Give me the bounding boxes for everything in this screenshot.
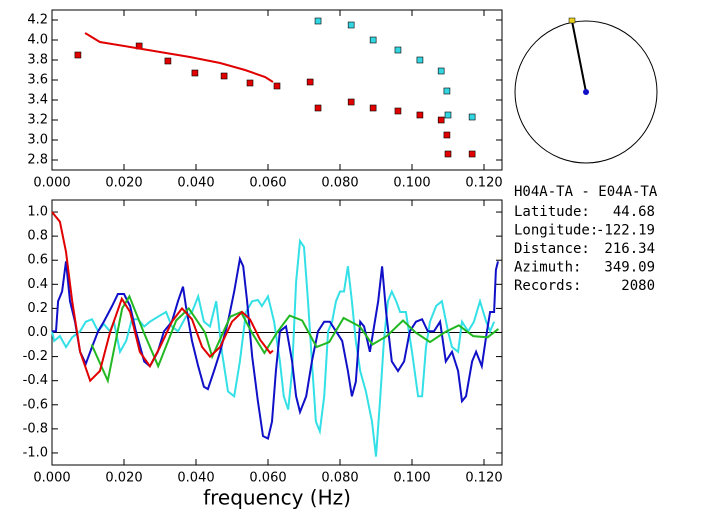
y-tick-label: 1.0 (27, 205, 48, 220)
station-marker (568, 17, 576, 24)
info-label: Longitude: (514, 223, 598, 239)
azimuth-circle (514, 20, 658, 164)
info-label: Records: (514, 278, 581, 294)
point (164, 57, 172, 65)
x-tick-label: 0.000 (33, 176, 70, 191)
point (416, 111, 424, 119)
y-tick-label: 3.8 (27, 53, 48, 68)
point (437, 67, 445, 75)
info-value: 349.09 (604, 260, 655, 276)
point (437, 116, 445, 124)
x-tick-label: 0.040 (177, 471, 214, 486)
info-value: 216.34 (604, 241, 655, 257)
point (369, 36, 377, 44)
x-tick-label: 0.060 (249, 471, 286, 486)
point (314, 104, 322, 112)
point (191, 69, 199, 77)
y-tick-label: -0.2 (23, 349, 48, 364)
x-axis-label: frequency (Hz) (203, 486, 351, 510)
y-tick-label: 4.2 (27, 13, 48, 28)
point (468, 150, 476, 158)
x-tick-label: 0.000 (33, 471, 70, 486)
point (314, 17, 322, 25)
point (74, 51, 82, 59)
x-tick-label: 0.120 (465, 176, 502, 191)
y-tick-label: 0.0 (27, 325, 48, 340)
point (468, 113, 476, 121)
info-title: H04A-TA - E04A-TA (514, 184, 658, 200)
point (443, 87, 451, 95)
point (443, 131, 451, 139)
point (394, 46, 402, 54)
point (444, 111, 452, 119)
info-label: Distance: (514, 241, 590, 257)
series-line (51, 211, 274, 383)
info-value: 2080 (621, 278, 655, 294)
point (246, 79, 254, 87)
series-line (52, 255, 499, 440)
x-tick-label: 0.040 (177, 176, 214, 191)
point (347, 98, 355, 106)
x-tick-label: 0.100 (393, 471, 430, 486)
y-tick-label: -0.4 (23, 373, 48, 388)
info-value: 44.68 (613, 204, 655, 220)
y-tick-label: 4.0 (27, 33, 48, 48)
y-tick-label: -0.8 (23, 421, 48, 436)
x-tick-label: 0.020 (105, 471, 142, 486)
point (444, 150, 452, 158)
info-value: -122.19 (596, 223, 655, 239)
y-tick-label: 0.4 (27, 277, 48, 292)
point (306, 78, 314, 86)
point (369, 104, 377, 112)
x-tick-label: 0.020 (105, 176, 142, 191)
x-tick-label: 0.080 (321, 471, 358, 486)
series-line (90, 294, 500, 384)
point (220, 72, 228, 80)
y-tick-label: 3.0 (27, 133, 48, 148)
point (347, 21, 355, 29)
x-tick-label: 0.080 (321, 176, 358, 191)
point (273, 82, 281, 90)
info-label: Latitude: (514, 204, 590, 220)
y-tick-label: 3.4 (27, 93, 48, 108)
point (416, 56, 424, 64)
azimuth-pointer (571, 20, 587, 93)
x-tick-label: 0.060 (249, 176, 286, 191)
x-tick-label: 0.100 (393, 176, 430, 191)
y-tick-label: 3.2 (27, 113, 48, 128)
y-tick-label: -0.6 (23, 397, 48, 412)
point (394, 107, 402, 115)
center-marker (583, 89, 589, 95)
y-tick-label: 0.6 (27, 253, 48, 268)
y-tick-label: 0.8 (27, 229, 48, 244)
y-tick-label: -1.0 (23, 445, 48, 460)
azimuth-diagram (514, 17, 658, 164)
x-tick-label: 0.120 (465, 471, 502, 486)
y-tick-label: 0.2 (27, 301, 48, 316)
y-tick-label: 3.6 (27, 73, 48, 88)
plot-frame (51, 9, 503, 171)
series-line (84, 32, 274, 83)
y-tick-label: 2.8 (27, 153, 48, 168)
info-label: Azimuth: (514, 260, 581, 276)
